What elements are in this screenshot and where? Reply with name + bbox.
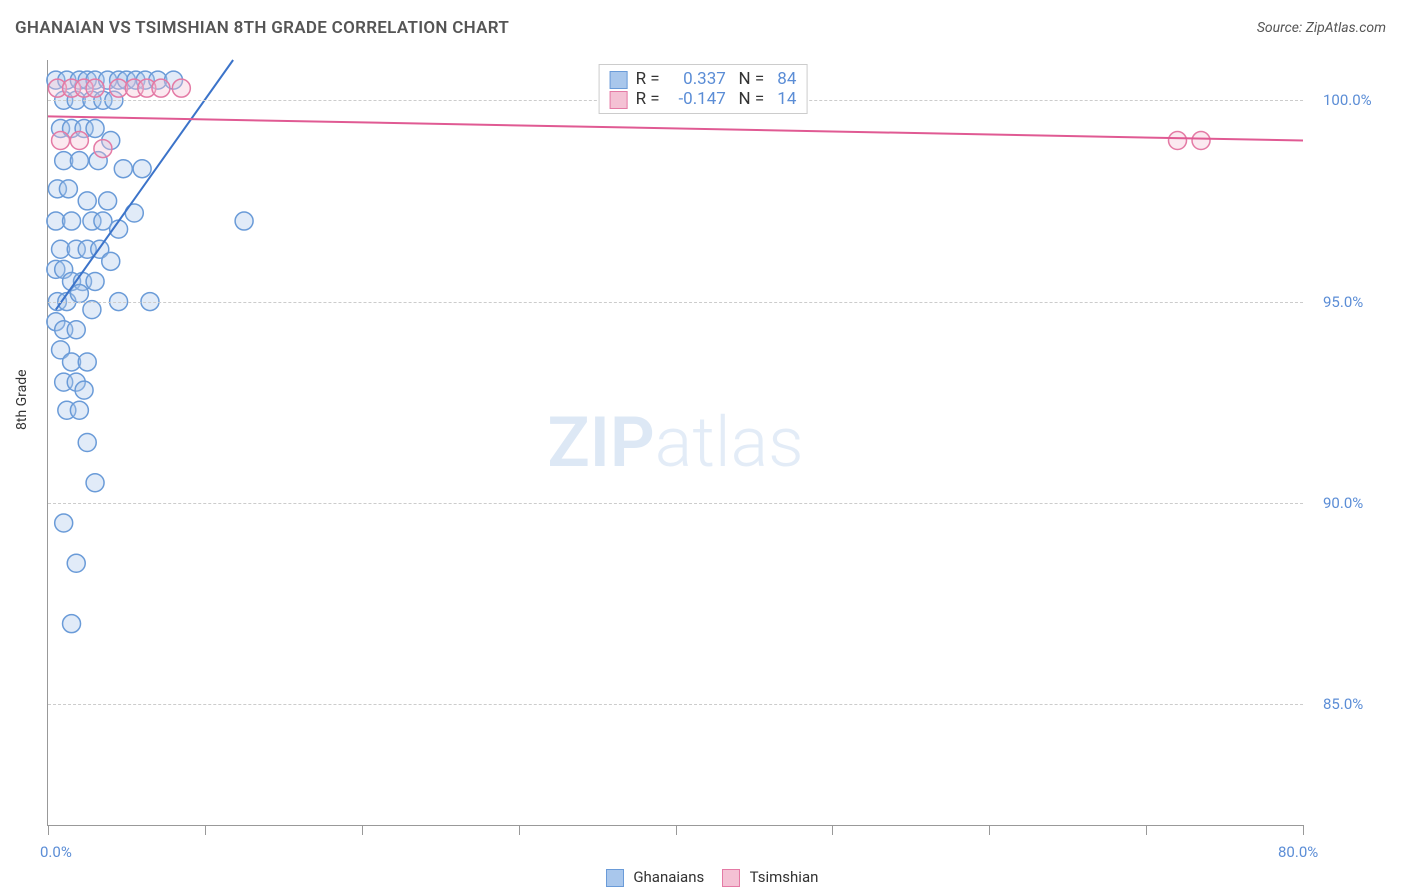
x-tick: [676, 825, 677, 835]
legend-swatch: [722, 869, 740, 887]
stat-row: R = 0.337 N = 84: [610, 69, 797, 89]
legend: Ghanaians Tsimshian: [0, 868, 1406, 887]
source-credit: Source: ZipAtlas.com: [1257, 20, 1386, 36]
y-tick-label: 85.0%: [1323, 695, 1363, 713]
gridline: [48, 302, 1303, 303]
y-tick-label: 100.0%: [1323, 91, 1372, 109]
data-point: [78, 192, 96, 210]
plot-svg: [48, 60, 1303, 825]
x-tick: [519, 825, 520, 835]
data-point: [235, 212, 253, 230]
data-point: [83, 301, 101, 319]
legend-swatch: [610, 71, 628, 89]
legend-label: Tsimshian: [746, 868, 818, 886]
trend-line: [48, 116, 1303, 140]
data-point: [1192, 132, 1210, 150]
data-point: [86, 119, 104, 137]
data-point: [78, 434, 96, 452]
legend-label: Ghanaians: [630, 868, 705, 886]
x-tick: [989, 825, 990, 835]
gridline: [48, 503, 1303, 504]
y-tick-label: 90.0%: [1323, 494, 1363, 512]
legend-swatch: [606, 869, 624, 887]
data-point: [114, 160, 132, 178]
data-point: [133, 160, 151, 178]
data-point: [94, 140, 112, 158]
data-point: [70, 152, 88, 170]
x-tick: [48, 825, 49, 835]
y-axis-title: 8th Grade: [14, 369, 30, 430]
x-tick: [832, 825, 833, 835]
y-tick-label: 95.0%: [1323, 293, 1363, 311]
data-point: [86, 79, 104, 97]
stat-row: R = -0.147 N = 14: [610, 89, 797, 109]
data-point: [63, 615, 81, 633]
data-point: [59, 180, 77, 198]
data-point: [78, 353, 96, 371]
data-point: [52, 132, 70, 150]
data-point: [99, 192, 117, 210]
data-point: [152, 79, 170, 97]
data-point: [55, 514, 73, 532]
gridline: [48, 704, 1303, 705]
data-point: [86, 272, 104, 290]
data-point: [70, 285, 88, 303]
x-tick: [362, 825, 363, 835]
data-point: [67, 554, 85, 572]
data-point: [86, 474, 104, 492]
data-point: [63, 212, 81, 230]
legend-swatch: [610, 91, 628, 109]
data-point: [1169, 132, 1187, 150]
data-point: [172, 79, 190, 97]
x-tick: [205, 825, 206, 835]
chart-title: GHANAIAN VS TSIMSHIAN 8TH GRADE CORRELAT…: [15, 18, 509, 38]
data-point: [75, 381, 93, 399]
data-point: [70, 401, 88, 419]
correlation-stats-box: R = 0.337 N = 84R = -0.147 N = 14: [599, 64, 808, 114]
x-tick: [1303, 825, 1304, 835]
data-point: [70, 132, 88, 150]
x-tick-label: 0.0%: [40, 843, 72, 861]
data-point: [102, 252, 120, 270]
data-point: [67, 321, 85, 339]
x-tick: [1146, 825, 1147, 835]
x-tick-label: 80.0%: [1278, 843, 1318, 861]
scatter-plot: ZIPatlas 85.0%90.0%95.0%100.0%0.0%80.0%: [47, 60, 1303, 826]
